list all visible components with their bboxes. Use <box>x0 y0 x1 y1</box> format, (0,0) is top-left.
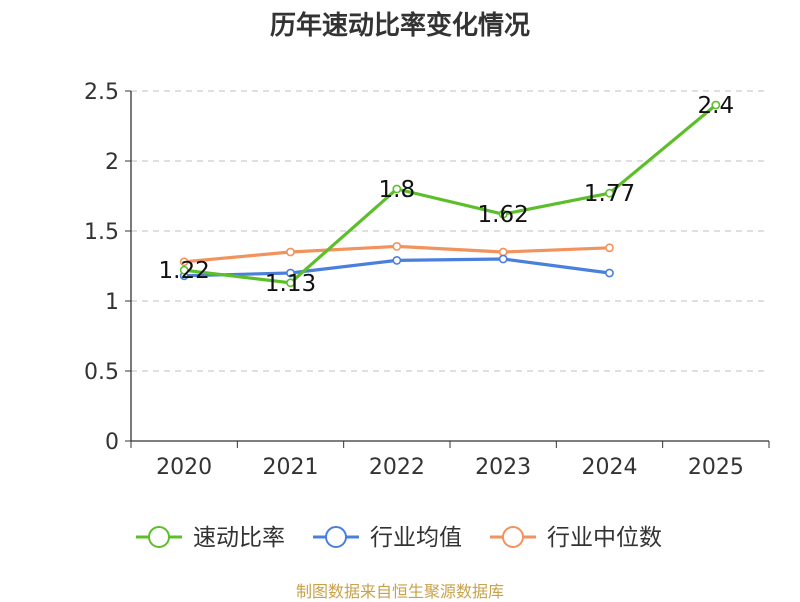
data-point <box>605 268 614 278</box>
data-point <box>179 265 189 275</box>
series-line <box>183 103 717 285</box>
y-tick-label: 2.5 <box>84 80 119 105</box>
legend-label: 行业中位数 <box>547 525 662 551</box>
y-tick-label: 0.5 <box>84 360 119 385</box>
chart-title: 历年速动比率变化情况 <box>269 11 530 41</box>
y-tick-label: 1.5 <box>84 220 119 245</box>
data-label: 2.4 <box>698 93 735 119</box>
legend-marker <box>148 526 170 548</box>
data-point <box>392 241 402 251</box>
data-label: 1.77 <box>584 181 635 207</box>
x-tick-label: 2022 <box>369 455 425 480</box>
data-point <box>605 243 614 253</box>
data-point <box>392 184 402 194</box>
data-point <box>498 209 508 219</box>
data-point <box>498 247 508 257</box>
x-tick-label: 2020 <box>156 455 212 480</box>
data-label: 1.13 <box>265 271 316 297</box>
x-tick-label: 2021 <box>263 455 319 480</box>
data-point <box>392 255 402 265</box>
y-tick-label: 2 <box>105 150 119 175</box>
data-label: 1.22 <box>159 258 210 284</box>
y-tick-label: 1 <box>105 290 119 315</box>
legend-label: 行业均值 <box>370 525 462 551</box>
data-point <box>286 278 295 288</box>
data-label: 1.62 <box>478 202 529 228</box>
x-tick-label: 2024 <box>582 455 638 480</box>
data-label: 1.8 <box>379 177 416 203</box>
y-tick-label: 0 <box>105 430 119 455</box>
legend-marker <box>325 526 347 548</box>
data-point <box>179 257 189 267</box>
x-tick-label: 2023 <box>475 455 531 480</box>
data-point <box>286 268 295 278</box>
data-point <box>711 100 721 110</box>
legend-label: 速动比率 <box>193 525 285 551</box>
data-point <box>286 247 295 257</box>
source-note: 制图数据来自恒生聚源数据库 <box>295 582 504 601</box>
x-tick-label: 2025 <box>688 455 744 480</box>
legend-marker <box>502 526 524 548</box>
data-point <box>605 188 614 198</box>
data-point <box>498 254 508 264</box>
